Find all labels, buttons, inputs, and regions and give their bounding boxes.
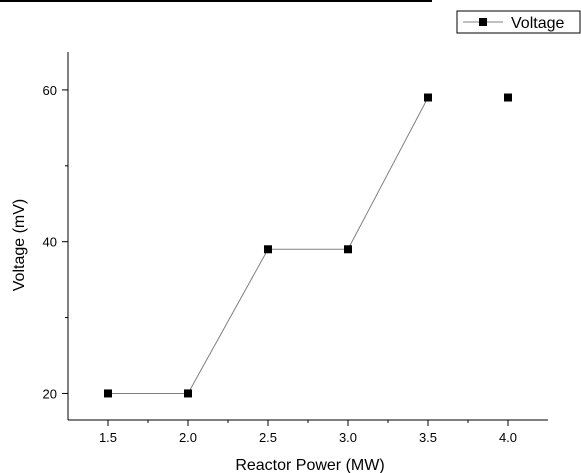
legend-marker-swatch xyxy=(479,18,487,26)
plot-area xyxy=(104,93,512,398)
data-point xyxy=(424,93,432,102)
x-tick-label: 2.5 xyxy=(259,430,277,445)
x-axis-label: Reactor Power (MW) xyxy=(235,457,384,473)
data-point xyxy=(264,245,272,254)
y-tick-label: 20 xyxy=(43,386,57,401)
x-tick-label: 3.0 xyxy=(339,430,357,445)
data-point xyxy=(104,389,112,398)
y-tick-label: 60 xyxy=(43,83,57,98)
x-tick-label: 1.5 xyxy=(99,430,117,445)
data-point xyxy=(344,245,352,254)
data-point xyxy=(184,389,192,398)
x-tick-label: 4.0 xyxy=(499,430,517,445)
y-tick-label: 40 xyxy=(43,235,57,250)
data-point xyxy=(504,93,512,102)
legend-series-label: Voltage xyxy=(511,15,564,32)
x-tick-label: 2.0 xyxy=(179,430,197,445)
axes: 1.5 2.0 2.5 3.0 3.5 4.0 20 40 60 xyxy=(43,52,548,445)
legend-box xyxy=(456,10,581,34)
legend[interactable]: Voltage xyxy=(456,10,581,34)
y-axis-label: Voltage (mV) xyxy=(11,199,28,291)
x-tick-label: 3.5 xyxy=(419,430,437,445)
top-rule xyxy=(0,0,432,2)
